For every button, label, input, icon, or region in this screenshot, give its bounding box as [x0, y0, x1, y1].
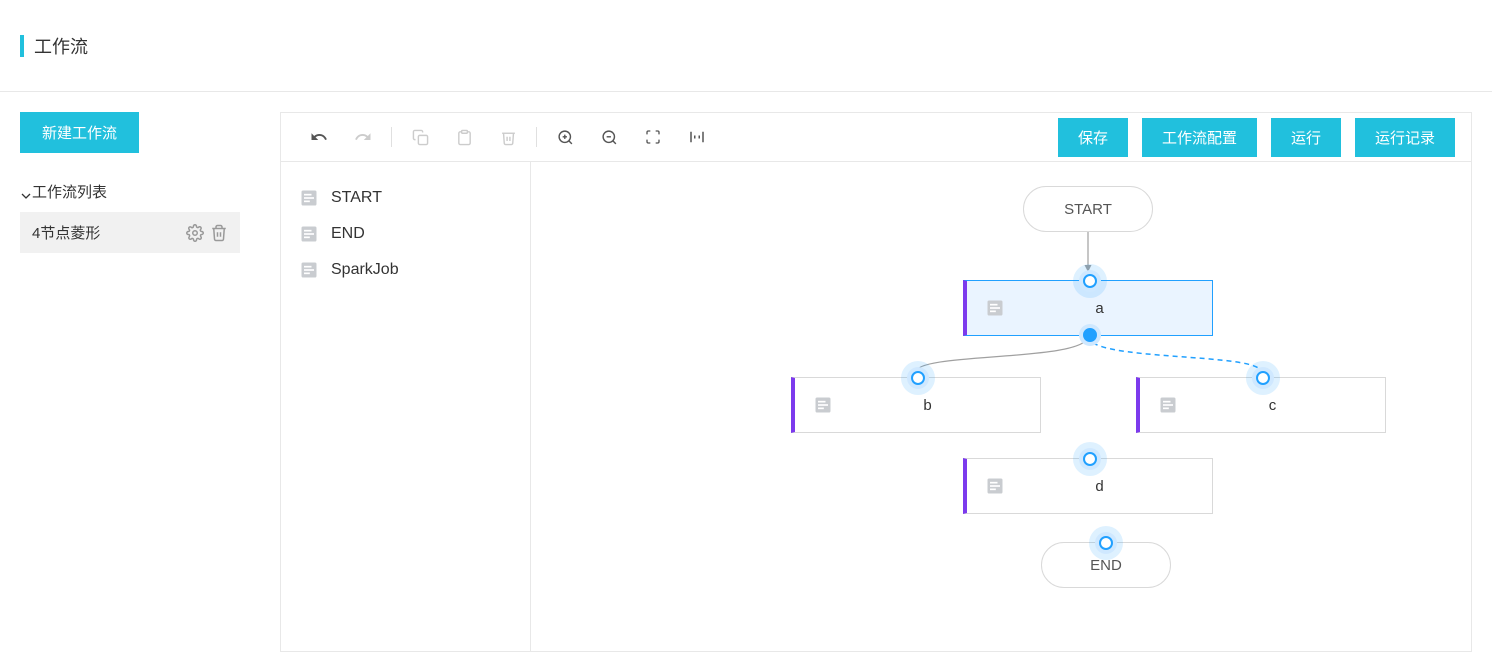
node-start[interactable]: START — [1023, 186, 1153, 232]
save-button[interactable]: 保存 — [1058, 118, 1128, 157]
port-in[interactable] — [1095, 532, 1117, 554]
chevron-down-icon — [20, 187, 30, 197]
zoom-out-icon[interactable] — [587, 121, 631, 153]
node-label: b — [923, 397, 931, 414]
palette-item-label: START — [331, 189, 382, 207]
paste-icon[interactable] — [442, 121, 486, 153]
port-in[interactable] — [1079, 448, 1101, 470]
port-out[interactable] — [1079, 324, 1101, 346]
workflow-item-actions — [186, 224, 228, 242]
workflow-item-name: 4节点菱形 — [32, 222, 100, 243]
main-area: 保存 工作流配置 运行 运行记录 START END — [260, 92, 1492, 652]
workflow-list-label: 工作流列表 — [32, 181, 107, 202]
delete-icon[interactable] — [486, 121, 530, 153]
editor-row: START END SparkJob — [280, 162, 1472, 652]
document-icon — [299, 260, 319, 280]
node-label: d — [1095, 478, 1103, 495]
actual-size-icon[interactable] — [675, 121, 719, 153]
node-a[interactable]: a — [963, 280, 1213, 336]
toolbar-separator — [536, 127, 537, 147]
config-button[interactable]: 工作流配置 — [1142, 118, 1257, 157]
flow-canvas[interactable]: START a — [531, 162, 1471, 651]
node-b[interactable]: b — [791, 377, 1041, 433]
node-palette: START END SparkJob — [281, 162, 531, 651]
redo-icon[interactable] — [341, 121, 385, 153]
document-icon — [299, 224, 319, 244]
sidebar: 新建工作流 工作流列表 4节点菱形 — [0, 92, 260, 652]
toolbar-separator — [391, 127, 392, 147]
document-icon — [813, 395, 833, 415]
document-icon — [985, 476, 1005, 496]
toolbar-left — [297, 121, 719, 153]
node-d[interactable]: d — [963, 458, 1213, 514]
palette-item-label: SparkJob — [331, 261, 399, 279]
node-c[interactable]: c — [1136, 377, 1386, 433]
workflow-list-header[interactable]: 工作流列表 — [20, 181, 240, 202]
run-button[interactable]: 运行 — [1271, 118, 1341, 157]
document-icon — [299, 188, 319, 208]
node-end[interactable]: END — [1041, 542, 1171, 588]
zoom-in-icon[interactable] — [543, 121, 587, 153]
header-accent — [20, 35, 24, 57]
document-icon — [1158, 395, 1178, 415]
port-in[interactable] — [1252, 367, 1274, 389]
node-label: a — [1095, 300, 1103, 317]
toolbar-right: 保存 工作流配置 运行 运行记录 — [1058, 118, 1455, 157]
page-title: 工作流 — [34, 33, 88, 59]
document-icon — [985, 298, 1005, 318]
content: 新建工作流 工作流列表 4节点菱形 — [0, 92, 1492, 652]
palette-item-sparkjob[interactable]: SparkJob — [295, 252, 516, 288]
palette-item-start[interactable]: START — [295, 180, 516, 216]
node-label: c — [1269, 397, 1277, 414]
node-label: START — [1064, 201, 1112, 218]
port-in[interactable] — [907, 367, 929, 389]
new-workflow-button[interactable]: 新建工作流 — [20, 112, 139, 153]
palette-item-label: END — [331, 225, 365, 243]
fit-icon[interactable] — [631, 121, 675, 153]
trash-icon[interactable] — [210, 224, 228, 242]
palette-item-end[interactable]: END — [295, 216, 516, 252]
workflow-list-item[interactable]: 4节点菱形 — [20, 212, 240, 253]
undo-icon[interactable] — [297, 121, 341, 153]
gear-icon[interactable] — [186, 224, 204, 242]
port-in[interactable] — [1079, 270, 1101, 292]
history-button[interactable]: 运行记录 — [1355, 118, 1455, 157]
toolbar: 保存 工作流配置 运行 运行记录 — [280, 112, 1472, 162]
page-header: 工作流 — [0, 0, 1492, 92]
copy-icon[interactable] — [398, 121, 442, 153]
